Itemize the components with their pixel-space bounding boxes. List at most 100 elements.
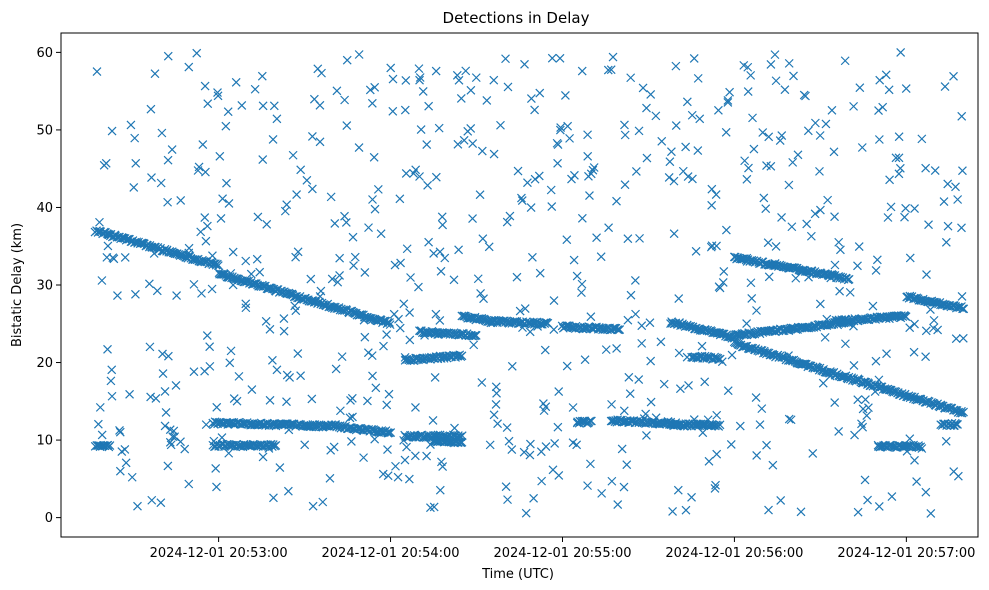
detection-marker [585, 191, 594, 200]
detection-marker [959, 407, 968, 417]
detection-marker [416, 125, 426, 134]
detection-marker [241, 256, 251, 266]
detection-marker [712, 410, 722, 420]
detection-marker [572, 271, 582, 281]
detection-marker [130, 133, 140, 143]
detection-marker [176, 437, 185, 447]
detection-marker [626, 290, 636, 300]
detection-marker [711, 480, 720, 490]
detection-marker [402, 244, 412, 254]
detection-marker [761, 204, 771, 214]
detection-marker [905, 323, 915, 333]
detection-marker [282, 200, 292, 210]
detection-marker [504, 317, 514, 327]
detection-marker [914, 442, 924, 452]
detection-marker [468, 331, 478, 341]
detection-marker [576, 288, 586, 298]
detection-marker [414, 64, 424, 74]
detection-marker [209, 436, 219, 446]
detection-marker [144, 279, 154, 289]
detection-marker [348, 412, 357, 422]
detection-marker [457, 437, 467, 447]
detection-marker [536, 447, 546, 457]
detection-marker [384, 428, 394, 438]
y-tick-label: 60 [36, 46, 53, 61]
detection-marker [930, 166, 940, 175]
detection-marker [689, 415, 699, 424]
detection-marker [105, 441, 115, 450]
detection-marker [577, 279, 587, 289]
detection-marker [921, 163, 931, 173]
detection-marker [752, 306, 761, 315]
detection-marker [733, 329, 743, 339]
detection-marker [707, 200, 717, 210]
detection-marker [167, 145, 177, 155]
detection-marker [359, 315, 369, 325]
detection-marker [921, 326, 931, 336]
detection-marker [241, 299, 251, 309]
detection-marker [507, 361, 517, 371]
detection-marker [726, 440, 736, 449]
detection-marker [910, 204, 919, 214]
detection-marker [780, 85, 790, 95]
detection-marker [115, 427, 125, 437]
detection-marker [431, 172, 441, 182]
detection-marker [347, 393, 357, 403]
detection-marker [695, 114, 705, 124]
detection-marker [149, 249, 159, 258]
detection-marker [414, 282, 423, 292]
detection-marker [527, 252, 537, 262]
detection-marker [209, 259, 219, 269]
detection-marker [764, 505, 773, 515]
detection-marker [943, 179, 953, 189]
detection-marker [208, 251, 217, 261]
detection-marker [823, 195, 833, 205]
detection-marker [845, 287, 855, 297]
detection-marker [376, 229, 386, 239]
detection-marker [335, 253, 345, 263]
detection-marker [818, 378, 828, 388]
detection-marker [620, 120, 629, 130]
detection-marker [957, 223, 966, 233]
detection-marker [697, 341, 707, 351]
detection-marker [512, 272, 522, 282]
detection-marker [502, 423, 512, 432]
detection-marker [748, 113, 757, 123]
detection-marker [115, 425, 124, 435]
detection-marker [231, 77, 241, 87]
detection-marker [489, 149, 499, 159]
detection-marker [359, 453, 368, 463]
detection-marker [759, 193, 769, 203]
detection-marker [815, 205, 825, 215]
detection-marker [747, 294, 757, 303]
detection-marker [265, 395, 275, 405]
detection-marker [221, 121, 231, 131]
detection-marker [224, 199, 234, 208]
detection-marker [840, 56, 850, 66]
detection-marker [327, 274, 337, 284]
detection-marker [603, 65, 613, 75]
detection-marker [568, 438, 578, 448]
detection-marker [957, 111, 967, 121]
detection-marker [868, 301, 878, 311]
detection-marker [562, 235, 572, 245]
detection-marker [553, 422, 563, 432]
detection-marker [555, 53, 565, 63]
detection-marker [415, 172, 424, 181]
detection-marker [771, 76, 781, 86]
detection-marker [313, 64, 323, 74]
detection-marker [894, 153, 904, 163]
detection-marker [890, 312, 900, 322]
detection-marker [296, 371, 306, 381]
detection-marker [268, 134, 278, 144]
detection-marker [853, 507, 863, 517]
detection-marker [787, 222, 797, 232]
detection-marker [560, 91, 570, 100]
detection-marker [211, 464, 221, 473]
detection-marker [205, 361, 215, 371]
detection-marker [565, 133, 574, 143]
detection-marker [184, 62, 194, 72]
detection-marker [597, 488, 607, 498]
detection-marker [390, 260, 400, 270]
